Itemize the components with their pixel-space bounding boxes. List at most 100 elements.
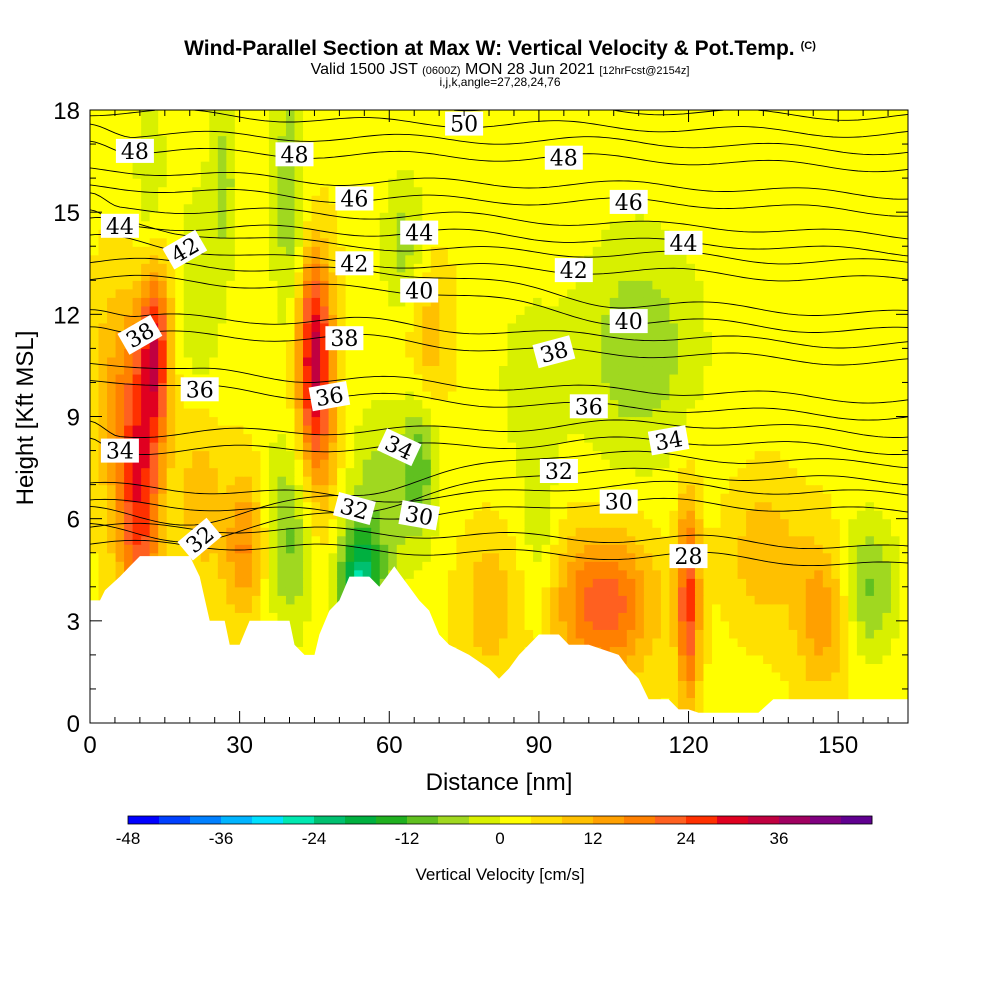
velocity-cell: [320, 407, 330, 418]
velocity-cell: [737, 280, 747, 290]
velocity-cell: [839, 425, 849, 435]
velocity-cell: [209, 510, 219, 520]
velocity-cell: [592, 297, 602, 307]
velocity-cell: [797, 671, 807, 682]
velocity-cell: [175, 493, 185, 503]
velocity-cell: [822, 518, 832, 528]
velocity-cell: [490, 654, 500, 664]
velocity-cell: [430, 569, 440, 579]
velocity-cell: [430, 331, 440, 341]
velocity-cell: [541, 322, 551, 332]
velocity-cell: [209, 467, 219, 477]
velocity-cell: [660, 314, 671, 324]
velocity-cell: [405, 416, 415, 426]
velocity-cell: [294, 348, 304, 358]
velocity-cell: [567, 280, 577, 290]
velocity-cell: [788, 603, 798, 613]
velocity-cell: [839, 518, 849, 528]
velocity-cell: [839, 331, 849, 341]
velocity-cell: [720, 493, 730, 503]
velocity-cell: [217, 527, 227, 537]
velocity-cell: [712, 450, 722, 460]
velocity-cell: [98, 416, 108, 426]
velocity-cell: [763, 603, 773, 613]
velocity-cell: [243, 280, 253, 290]
velocity-cell: [694, 476, 705, 486]
velocity-cell: [677, 612, 688, 622]
velocity-cell: [550, 561, 560, 571]
velocity-cell: [98, 305, 108, 315]
velocity-cell: [729, 407, 739, 418]
velocity-cell: [626, 382, 636, 392]
velocity-cell: [788, 467, 798, 477]
velocity-cell: [686, 280, 696, 290]
velocity-cell: [831, 637, 841, 647]
velocity-cell: [90, 476, 100, 486]
velocity-cell: [115, 433, 125, 443]
velocity-cell: [865, 365, 875, 375]
velocity-cell: [371, 518, 381, 528]
velocity-cell: [797, 578, 807, 588]
velocity-cell: [592, 561, 602, 571]
velocity-cell: [805, 663, 815, 673]
velocity-cell: [277, 416, 287, 426]
velocity-cell: [141, 476, 151, 486]
velocity-cell: [430, 578, 440, 588]
velocity-cell: [243, 305, 253, 315]
velocity-cell: [720, 501, 730, 511]
velocity-cell: [226, 518, 236, 528]
velocity-cell: [712, 680, 722, 690]
velocity-cell: [635, 535, 645, 545]
velocity-cell: [524, 442, 534, 452]
velocity-cell: [737, 544, 747, 554]
velocity-cell: [405, 476, 415, 486]
velocity-cell: [720, 535, 730, 545]
velocity-cell: [567, 314, 577, 324]
velocity-cell: [217, 518, 227, 528]
velocity-cell: [362, 365, 372, 375]
velocity-cell: [805, 339, 815, 349]
velocity-cell: [618, 561, 628, 571]
velocity-cell: [396, 365, 406, 375]
velocity-cell: [626, 663, 636, 673]
velocity-cell: [507, 416, 517, 426]
velocity-cell: [737, 561, 747, 571]
velocity-cell: [865, 433, 875, 443]
velocity-cell: [183, 467, 193, 477]
velocity-cell: [771, 314, 781, 324]
velocity-cell: [481, 459, 492, 469]
velocity-cell: [729, 654, 739, 664]
velocity-cell: [797, 510, 807, 520]
velocity-cell: [822, 603, 832, 613]
velocity-cell: [780, 425, 790, 435]
velocity-cell: [575, 569, 585, 579]
velocity-cell: [439, 586, 449, 596]
velocity-cell: [694, 680, 705, 690]
velocity-cell: [746, 680, 756, 690]
velocity-cell: [746, 493, 756, 503]
velocity-cell: [873, 544, 884, 554]
velocity-cell: [618, 527, 628, 537]
velocity-cell: [490, 637, 500, 647]
velocity-cell: [848, 407, 858, 418]
velocity-cell: [499, 356, 509, 367]
velocity-cell: [303, 518, 313, 528]
velocity-cell: [413, 314, 423, 324]
velocity-cell: [592, 544, 602, 554]
velocity-cell: [575, 305, 585, 315]
velocity-cell: [831, 467, 841, 477]
velocity-cell: [209, 450, 219, 460]
velocity-cell: [439, 416, 449, 426]
velocity-cell: [481, 510, 492, 520]
velocity-cell: [822, 535, 832, 545]
velocity-cell: [98, 501, 108, 511]
velocity-cell: [899, 407, 908, 418]
velocity-cell: [788, 356, 798, 367]
velocity-cell: [873, 467, 884, 477]
velocity-cell: [899, 629, 908, 639]
velocity-cell: [839, 544, 849, 554]
velocity-cell: [788, 399, 798, 409]
velocity-cell: [865, 280, 875, 290]
velocity-cell: [652, 510, 662, 520]
velocity-cell: [456, 365, 466, 375]
